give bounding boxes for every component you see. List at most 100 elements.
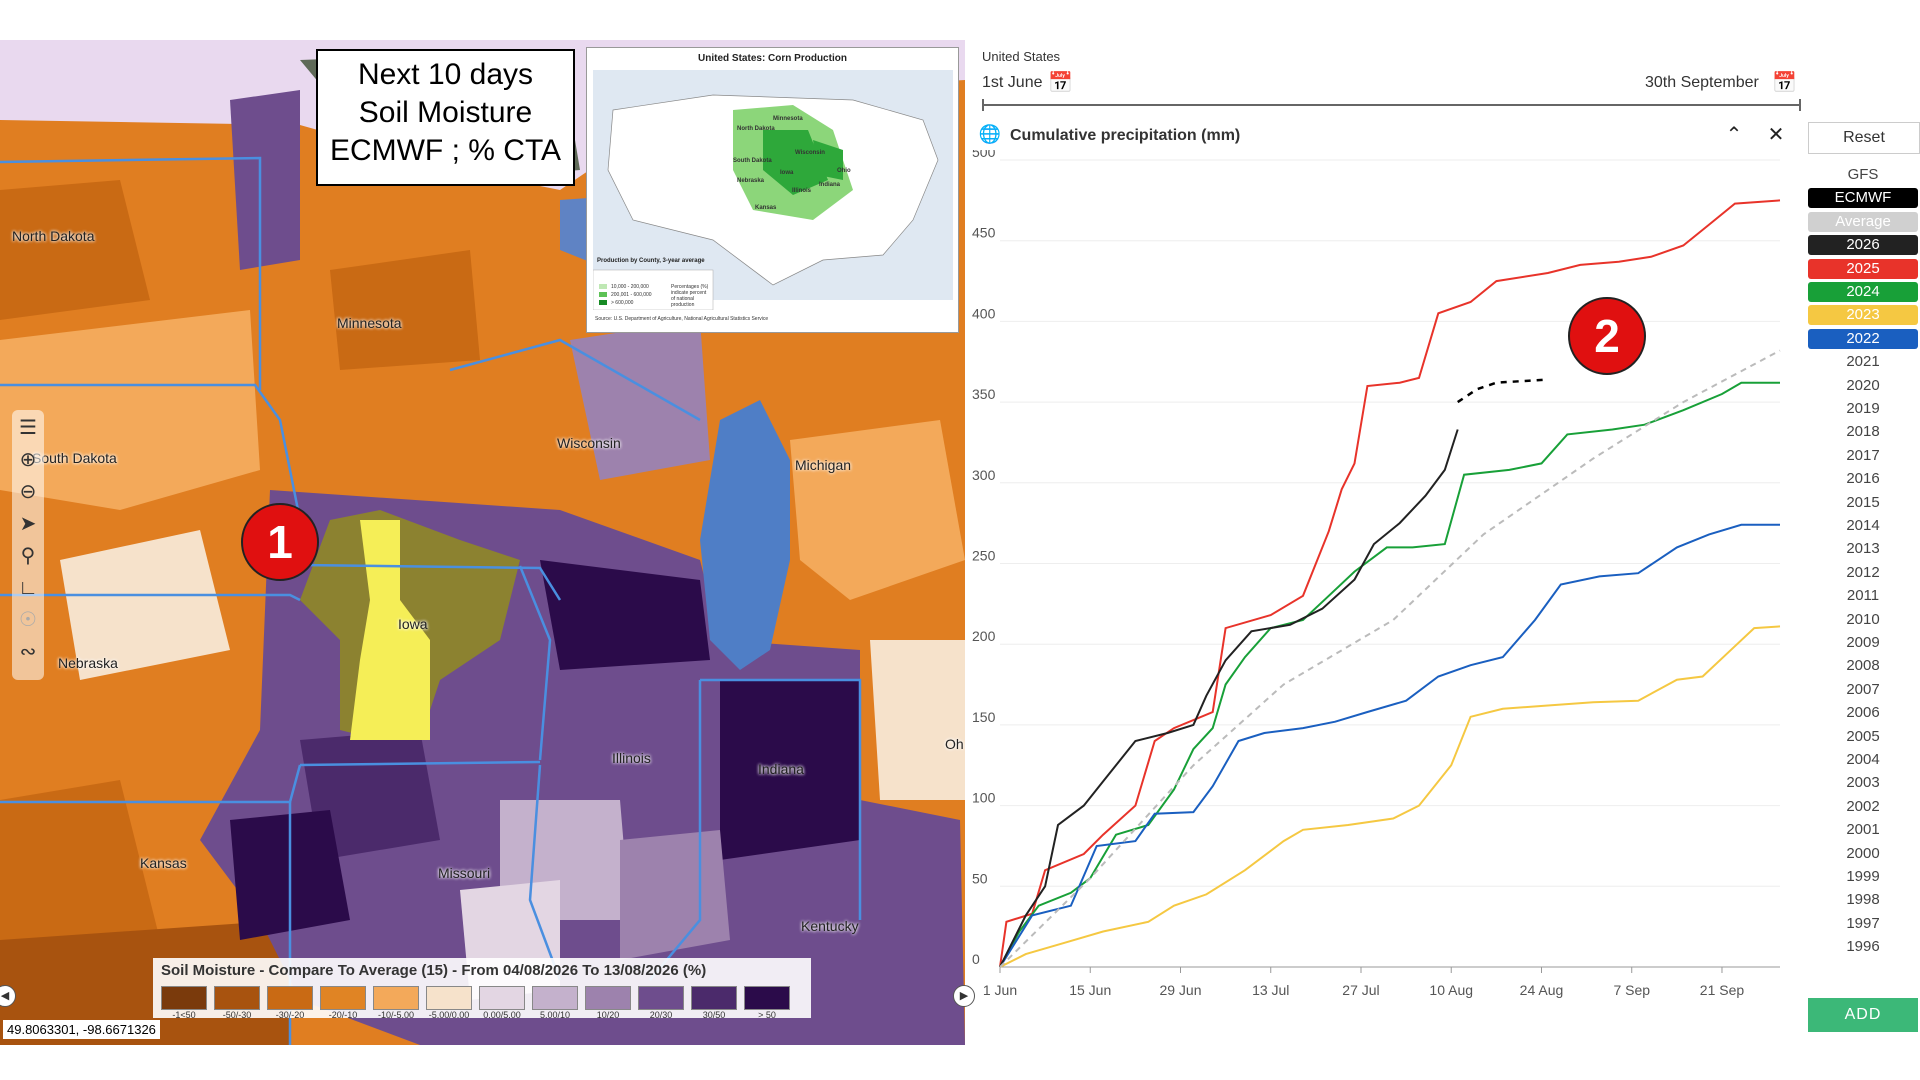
year-toggle-2011[interactable]: 2011 <box>1846 587 1880 604</box>
start-calendar-icon[interactable]: 📅 <box>1048 72 1073 94</box>
state-label-illinois: Illinois <box>612 750 651 766</box>
inset-label-kansas: Kansas <box>755 205 777 211</box>
legend-swatch <box>267 986 313 1010</box>
x-tick-label: 21 Sep <box>1700 982 1745 998</box>
inset-legend-item-3: > 600,000 <box>611 300 634 306</box>
model-toggle-average[interactable]: Average <box>1808 212 1918 232</box>
inset-label-wisconsin: Wisconsin <box>795 150 825 156</box>
state-label-north-dakota: North Dakota <box>12 228 95 244</box>
year-toggle-2017[interactable]: 2017 <box>1846 447 1880 464</box>
year-toggle-2018[interactable]: 2018 <box>1846 423 1880 440</box>
y-tick-label: 150 <box>972 709 996 725</box>
legend-swatch-label: -20/-10 <box>328 1010 358 1020</box>
series-line-2026 <box>999 429 1459 968</box>
year-toggle-2023[interactable]: 2023 <box>1808 305 1918 325</box>
model-toggle-ecmwf[interactable]: ECMWF <box>1808 188 1918 208</box>
inset-label-illinois: Illinois <box>792 188 812 194</box>
map-legend-title: Soil Moisture - Compare To Average (15) … <box>161 962 707 979</box>
x-tick-label: 24 Aug <box>1520 982 1564 998</box>
year-toggle-2013[interactable]: 2013 <box>1846 540 1880 557</box>
series-line-2025 <box>999 199 1781 968</box>
year-toggle-2014[interactable]: 2014 <box>1846 517 1880 534</box>
legend-swatch <box>320 986 366 1010</box>
end-date[interactable]: 30th September <box>1645 74 1759 91</box>
year-toggle-2026[interactable]: 2026 <box>1808 235 1918 255</box>
range-handle-start[interactable] <box>982 99 984 111</box>
inset-label-north-dakota: North Dakota <box>737 126 775 132</box>
draw-icon[interactable]: ∾ <box>19 641 37 663</box>
year-toggle-2020[interactable]: 2020 <box>1846 377 1880 394</box>
year-toggle-2002[interactable]: 2002 <box>1846 798 1880 815</box>
collapse-chevron-icon[interactable]: ⌃ <box>1725 124 1743 146</box>
state-label-nebraska: Nebraska <box>58 655 118 671</box>
globe-icon: 🌐 <box>978 124 1002 144</box>
state-label-wisconsin: Wisconsin <box>557 435 621 451</box>
year-toggle-2006[interactable]: 2006 <box>1846 704 1880 721</box>
year-toggle-2012[interactable]: 2012 <box>1846 564 1880 581</box>
year-toggle-2000[interactable]: 2000 <box>1846 845 1880 862</box>
year-toggle-2015[interactable]: 2015 <box>1846 494 1880 511</box>
precipitation-chart: 0 50 100 150 200 250 300 350 400 450 500 1 Jun 15 Ju… <box>972 150 1781 998</box>
navigate-icon[interactable]: ➤ <box>19 513 37 535</box>
date-range-slider[interactable] <box>983 104 1801 106</box>
year-toggle-2009[interactable]: 2009 <box>1846 634 1880 651</box>
inset-legend-item-1: 10,000 - 200,000 <box>611 284 649 290</box>
search-icon[interactable]: ⚲ <box>20 545 36 567</box>
state-label-ohio: Oh <box>945 736 964 752</box>
reset-button[interactable]: Reset <box>1808 122 1920 154</box>
year-toggle-2003[interactable]: 2003 <box>1846 774 1880 791</box>
state-label-iowa: Iowa <box>398 616 428 632</box>
legend-swatch <box>161 986 207 1010</box>
legend-swatch <box>214 986 260 1010</box>
inset-source: Source: U.S. Department of Agriculture, … <box>595 316 769 322</box>
year-toggle-2004[interactable]: 2004 <box>1846 751 1880 768</box>
year-toggle-2022[interactable]: 2022 <box>1808 329 1918 349</box>
year-toggle-1997[interactable]: 1997 <box>1846 915 1880 932</box>
map-toolbar: ☰ ⊕ ⊖ ➤ ⚲ ∟ ☉ ∾ <box>12 410 44 680</box>
year-toggle-2008[interactable]: 2008 <box>1846 657 1880 674</box>
state-label-kentucky: Kentucky <box>801 918 859 934</box>
zoom-in-icon[interactable]: ⊕ <box>19 449 37 471</box>
year-toggle-1996[interactable]: 1996 <box>1846 938 1880 955</box>
year-toggle-2024[interactable]: 2024 <box>1808 282 1918 302</box>
close-icon[interactable]: ✕ <box>1767 124 1785 146</box>
legend-swatch-label: 5.00/10 <box>539 1010 571 1020</box>
start-date[interactable]: 1st June <box>982 74 1043 91</box>
year-toggle-2005[interactable]: 2005 <box>1846 728 1880 745</box>
inset-label-indiana: Indiana <box>819 182 841 188</box>
series-line-average <box>999 349 1781 968</box>
year-toggle-2019[interactable]: 2019 <box>1846 400 1880 417</box>
measure-icon[interactable]: ∟ <box>18 577 38 599</box>
model-toggle-gfs[interactable]: GFS <box>1847 166 1879 183</box>
map-pan-left-button[interactable]: ◀ <box>0 985 16 1007</box>
end-calendar-icon[interactable]: 📅 <box>1772 72 1797 94</box>
inset-label-iowa: Iowa <box>780 170 794 176</box>
year-toggle-2025[interactable]: 2025 <box>1808 259 1918 279</box>
state-label-south-dakota: South Dakota <box>32 450 117 466</box>
year-toggle-2010[interactable]: 2010 <box>1846 611 1880 628</box>
add-button[interactable]: ADD <box>1808 998 1918 1032</box>
state-label-kansas: Kansas <box>140 855 187 871</box>
year-toggle-1999[interactable]: 1999 <box>1846 868 1880 885</box>
map-pan-right-button[interactable]: ▶ <box>953 985 975 1007</box>
legend-swatch <box>691 986 737 1010</box>
year-toggle-2021[interactable]: 2021 <box>1846 353 1880 370</box>
legend-swatch-label: -1<50 <box>172 1010 196 1020</box>
x-tick-label: 13 Jul <box>1252 982 1289 998</box>
caption-line-1: Next 10 days <box>357 58 534 91</box>
x-tick-label: 1 Jun <box>983 982 1017 998</box>
legend-swatch-label: 20/30 <box>649 1010 673 1020</box>
zoom-out-icon[interactable]: ⊖ <box>19 481 37 503</box>
layers-icon[interactable]: ☰ <box>19 417 37 439</box>
x-tick-label: 27 Jul <box>1342 982 1379 998</box>
x-tick-label: 29 Jun <box>1159 982 1201 998</box>
locate-icon[interactable]: ☉ <box>19 609 37 631</box>
range-handle-end[interactable] <box>1799 99 1801 111</box>
year-toggle-2016[interactable]: 2016 <box>1846 470 1880 487</box>
y-tick-label: 200 <box>972 628 996 644</box>
year-toggle-1998[interactable]: 1998 <box>1846 891 1880 908</box>
legend-swatch <box>373 986 419 1010</box>
inset-title: United States: Corn Production <box>698 53 847 64</box>
year-toggle-2007[interactable]: 2007 <box>1846 681 1880 698</box>
year-toggle-2001[interactable]: 2001 <box>1846 821 1880 838</box>
